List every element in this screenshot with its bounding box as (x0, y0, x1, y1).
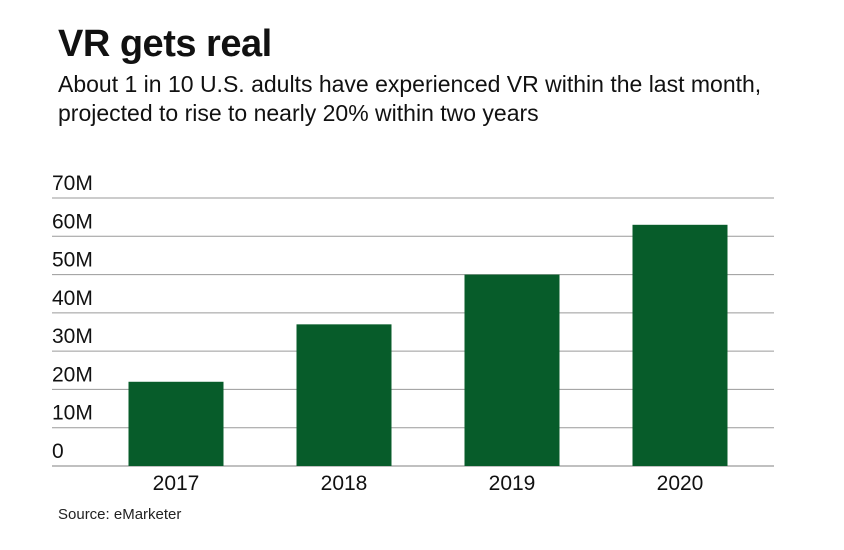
y-tick-label: 60M (52, 210, 93, 233)
bars (128, 224, 728, 466)
bar-2017 (128, 381, 224, 466)
y-tick-label: 20M (52, 363, 93, 386)
y-axis-tick-labels: 0 10M 20M 30M 40M 50M 60M 70M (52, 172, 93, 463)
source-note: Source: eMarketer (58, 506, 182, 523)
chart-title: VR gets real (58, 23, 272, 65)
bar-2020 (632, 224, 728, 466)
y-tick-label: 30M (52, 325, 93, 348)
y-tick-label: 0 (52, 440, 64, 463)
y-tick-label: 50M (52, 249, 93, 272)
y-tick-label: 10M (52, 402, 93, 425)
bar-2018 (296, 324, 392, 466)
x-tick-label-2018: 2018 (321, 472, 368, 495)
y-tick-label: 40M (52, 287, 93, 310)
x-tick-label-2017: 2017 (153, 472, 200, 495)
x-axis-tick-labels: 2017 2018 2019 2020 (153, 472, 704, 495)
x-tick-label-2019: 2019 (489, 472, 536, 495)
chart-subtitle: About 1 in 10 U.S. adults have experienc… (58, 71, 762, 126)
y-tick-label: 70M (52, 172, 93, 195)
bar-2019 (464, 274, 560, 466)
x-tick-label-2020: 2020 (657, 472, 704, 495)
